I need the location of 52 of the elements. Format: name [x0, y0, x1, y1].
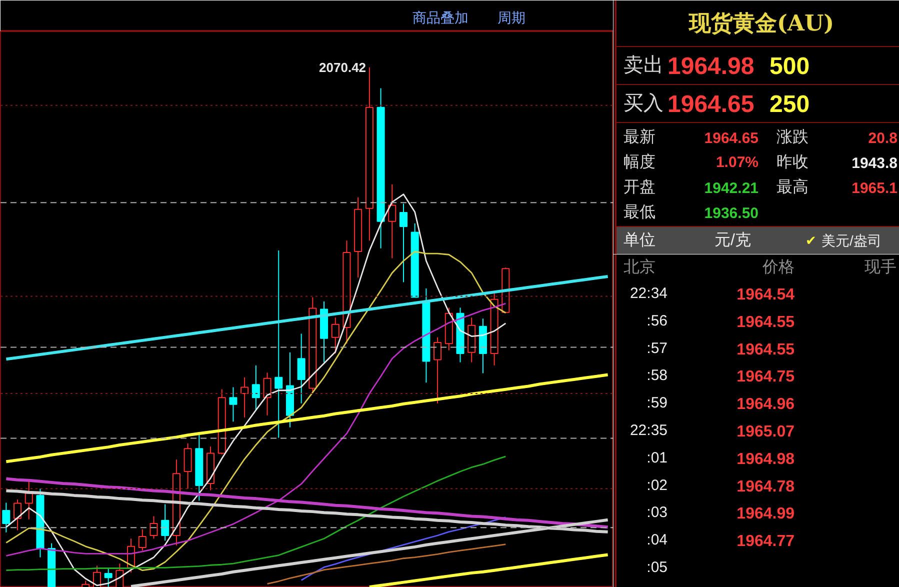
- y-tick-label: 22:35: [630, 422, 668, 439]
- y-tick-label: :57: [646, 340, 668, 357]
- text: 最低: [624, 204, 656, 221]
- text: 1.07%: [716, 154, 759, 171]
- text: 500: [770, 53, 810, 80]
- data-label: 1964.77: [736, 533, 795, 550]
- text: 昨收: [776, 154, 808, 171]
- data-label: 1964.55: [736, 341, 795, 358]
- data-label: 1964.78: [736, 478, 795, 496]
- text: 幅度: [624, 153, 656, 171]
- text: 美元/盎司: [822, 232, 882, 248]
- y-tick-label: :59: [646, 394, 668, 412]
- text: 卖出: [624, 54, 664, 76]
- text: 最新: [624, 128, 656, 146]
- text: 1965.1: [852, 180, 898, 197]
- data-label: 1964.96: [736, 396, 795, 414]
- x-tick-label: 现手: [864, 258, 896, 276]
- data-label: 1964.54: [736, 286, 795, 304]
- y-axis-title: 北京: [624, 258, 656, 276]
- y-tick-label: :02: [646, 476, 668, 494]
- text: 周期: [498, 10, 526, 26]
- text: 1936.50: [704, 205, 759, 222]
- text: 开盘: [624, 179, 656, 196]
- y-tick-label: :03: [646, 504, 668, 522]
- x-tick-label: 价格: [762, 259, 794, 276]
- text: 元/克: [714, 231, 751, 249]
- y-tick-label: :56: [646, 312, 668, 330]
- text: 1964.65: [668, 91, 754, 118]
- text: 1943.8: [852, 155, 898, 172]
- text: 涨跌: [776, 128, 808, 146]
- text: 现货黄金(AU): [688, 10, 834, 36]
- data-label: 1964.55: [736, 314, 795, 331]
- text: 20.8: [868, 130, 898, 147]
- data-label: 1964.75: [736, 368, 795, 386]
- text: 买入: [624, 92, 664, 114]
- text: 2070.42: [319, 60, 366, 75]
- text: 1942.21: [704, 180, 759, 197]
- y-tick-label: 22:34: [630, 285, 668, 302]
- y-tick-label: :58: [646, 367, 668, 384]
- data-label: 1964.98: [736, 450, 795, 468]
- text: 最高: [776, 178, 808, 196]
- text: 250: [770, 91, 810, 118]
- data-label: 1965.07: [736, 424, 795, 440]
- text: ✔: [806, 233, 816, 248]
- y-tick-label: :05: [646, 559, 668, 576]
- y-tick-label: :04: [646, 532, 668, 549]
- text: 商品叠加: [412, 10, 468, 26]
- y-tick-label: :01: [646, 449, 668, 466]
- data-label: 1964.99: [736, 506, 795, 523]
- text: 1964.65: [704, 130, 759, 147]
- text: 单位: [624, 231, 656, 249]
- text: 1964.98: [668, 53, 754, 80]
